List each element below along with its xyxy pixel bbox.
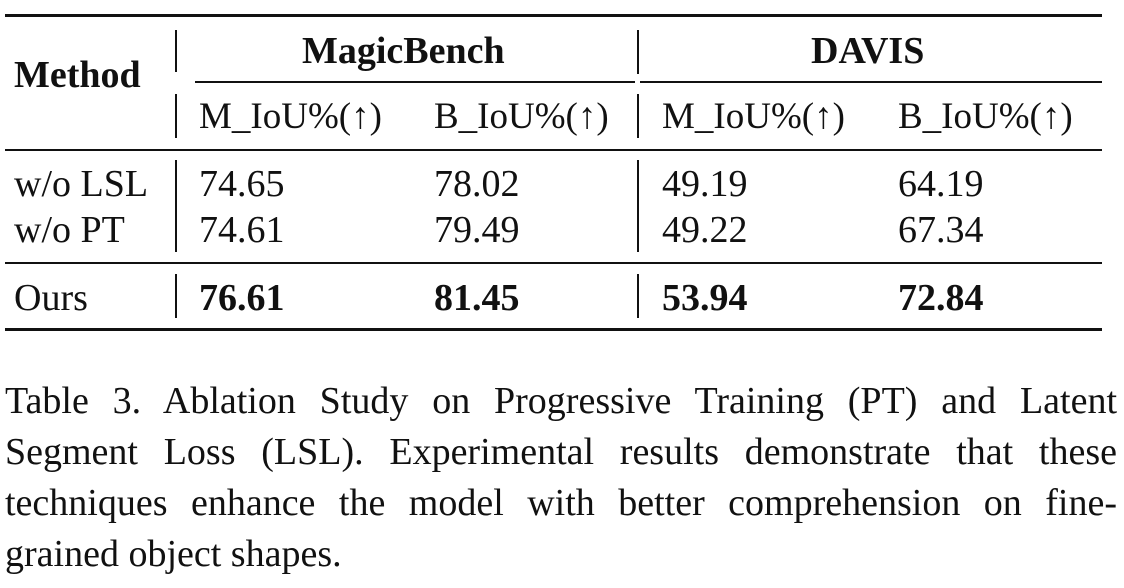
vsep-group-header	[637, 30, 639, 74]
group-header-davis: DAVIS	[811, 30, 925, 72]
vsep-group-ours	[637, 274, 639, 318]
table-cell: 64.19	[898, 163, 984, 205]
metric-header-davis-biou: B_IoU%(↑)	[898, 96, 1073, 137]
row-method-label: w/o PT	[14, 209, 125, 251]
table-cell-best: 72.84	[898, 277, 984, 319]
method-column-header: Method	[14, 54, 141, 96]
metric-header-magicbench-miou: M_IoU%(↑)	[199, 96, 382, 137]
table-cell: 49.19	[662, 163, 748, 205]
row-method-label: Ours	[14, 277, 88, 319]
metric-header-davis-miou: M_IoU%(↑)	[662, 96, 845, 137]
header-rule	[5, 149, 1102, 151]
vsep-method-header	[175, 30, 177, 72]
vsep-method-subheader	[175, 94, 177, 138]
vsep-group-subheader	[637, 94, 639, 138]
mid-rule	[5, 262, 1102, 264]
table-cell-best: 81.45	[434, 277, 520, 319]
row-method-label: w/o LSL	[14, 163, 149, 205]
table-cell: 74.61	[199, 209, 285, 251]
table-cell: 79.49	[434, 209, 520, 251]
vsep-method-body	[175, 160, 177, 252]
table-cell: 67.34	[898, 209, 984, 251]
table-caption: Table 3. Ablation Study on Progressive T…	[5, 380, 1117, 575]
vsep-method-ours	[175, 274, 177, 318]
bottom-rule	[5, 328, 1102, 331]
group-underline-magicbench	[195, 81, 635, 83]
top-rule	[5, 14, 1102, 17]
group-underline-davis	[640, 81, 1102, 83]
table-cell: 49.22	[662, 209, 748, 251]
metric-header-magicbench-biou: B_IoU%(↑)	[434, 96, 609, 137]
vsep-group-body	[637, 160, 639, 252]
table-cell: 74.65	[199, 163, 285, 205]
group-header-magicbench: MagicBench	[302, 30, 505, 72]
table-cell: 78.02	[434, 163, 520, 205]
table-cell-best: 76.61	[199, 277, 285, 319]
table-cell-best: 53.94	[662, 277, 748, 319]
